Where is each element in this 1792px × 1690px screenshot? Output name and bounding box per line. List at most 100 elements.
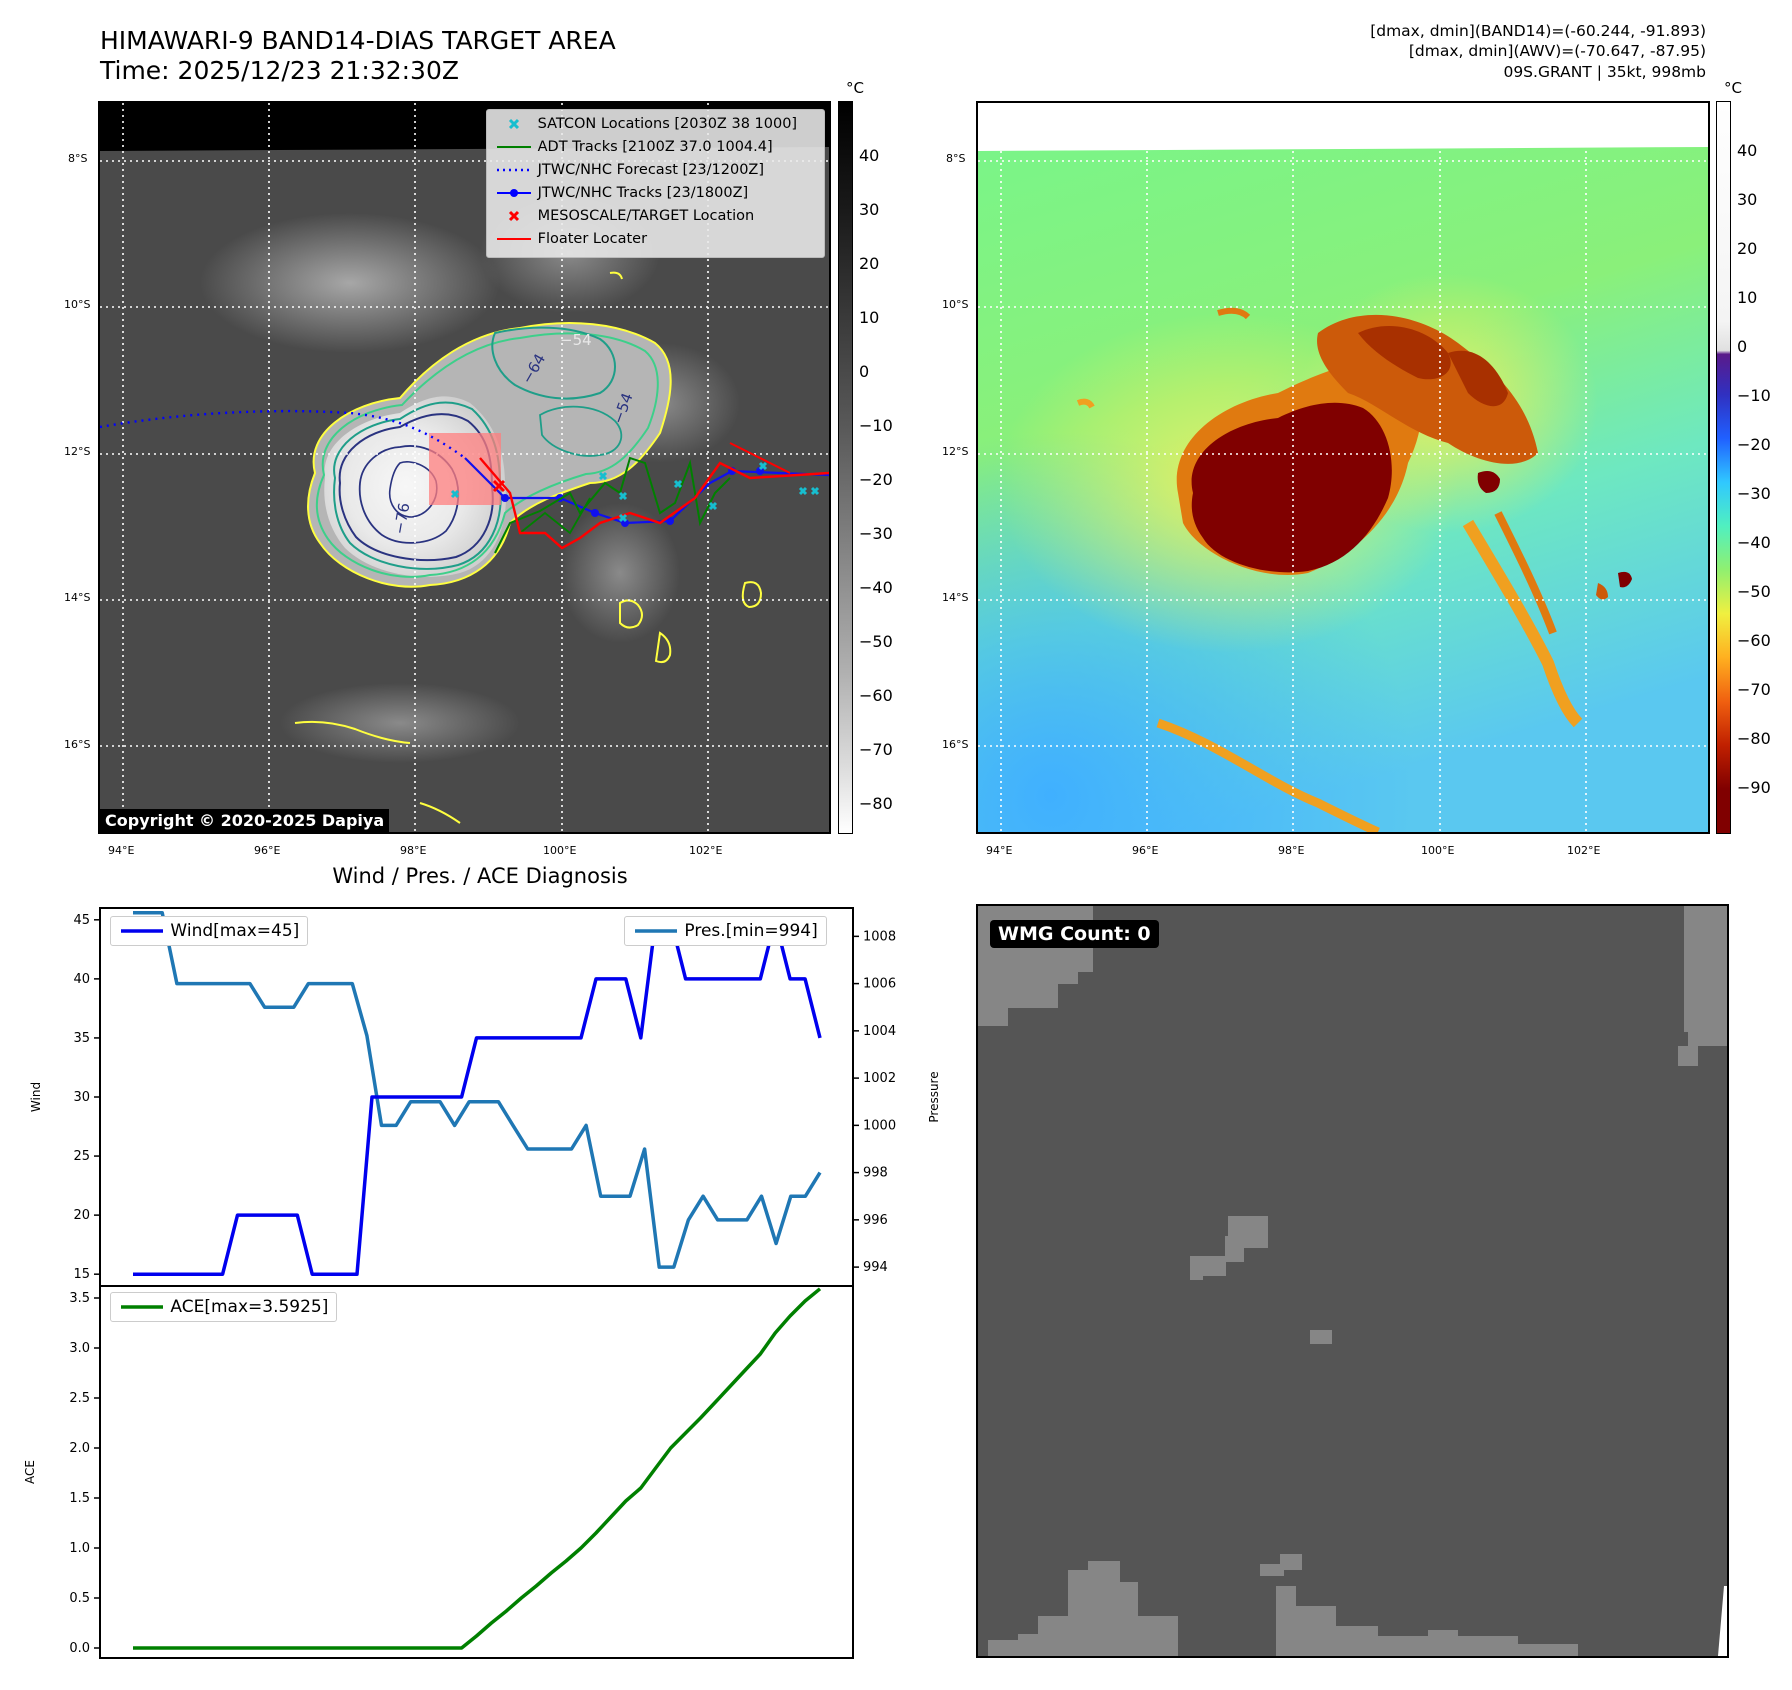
ace-tick-label: 2.5 bbox=[69, 1391, 90, 1406]
pressure-tick-label: 1002 bbox=[863, 1071, 896, 1086]
lon-tick: 94°E bbox=[986, 844, 1013, 857]
awv-colorbar-tick: −90 bbox=[1737, 778, 1771, 797]
legend-item-mesoscale: MESOSCALE/TARGET Location bbox=[495, 206, 754, 226]
band14-range: [dmax, dmin](BAND14)=(-60.244, -91.893) bbox=[1370, 22, 1706, 40]
awv-colorbar-tick: 10 bbox=[1737, 288, 1758, 307]
lon-tick: 102°E bbox=[1567, 844, 1601, 857]
wind-series-line bbox=[133, 918, 822, 1276]
ace-legend: ACE[max=3.5925] bbox=[110, 1292, 338, 1322]
ace-axes-frame bbox=[99, 1285, 854, 1659]
wind-tick-label: 35 bbox=[73, 1031, 90, 1046]
contour-label: −54 bbox=[560, 331, 592, 349]
awv-colorbar-tick: −30 bbox=[1737, 484, 1771, 503]
diagnosis-chart: 15 20 25 30 35 40 45 994 996 998 1000 1002 1004 1006 1… bbox=[23, 907, 941, 1659]
pressure-tick-label: 1004 bbox=[863, 1024, 896, 1039]
awv-colorbar-unit: °C bbox=[1724, 79, 1742, 97]
lat-tick: 10°S bbox=[64, 298, 91, 311]
lat-tick: 12°S bbox=[64, 445, 91, 458]
legend-item-adt: ADT Tracks [2100Z 37.0 1004.4] bbox=[495, 137, 773, 157]
ir-legend: SATCON Locations [2030Z 38 1000] ADT Tra… bbox=[486, 109, 825, 258]
wind-tick-label: 15 bbox=[73, 1267, 90, 1282]
figure-time: Time: 2025/12/23 21:32:30Z bbox=[100, 56, 459, 85]
awv-colorbar-tick: 0 bbox=[1737, 337, 1748, 356]
lat-tick: 10°S bbox=[942, 298, 969, 311]
awv-colorbar-tick: 20 bbox=[1737, 239, 1758, 258]
ace-tick-label: 1.0 bbox=[69, 1541, 90, 1556]
lon-tick: 100°E bbox=[1421, 844, 1455, 857]
pressure-legend: Pres.[min=994] bbox=[624, 916, 827, 946]
lon-tick: 98°E bbox=[400, 844, 427, 857]
copyright-label: Copyright © 2020-2025 Dapiya bbox=[100, 809, 390, 832]
lat-tick: 14°S bbox=[942, 591, 969, 604]
satcon-x-marker-icon bbox=[495, 114, 533, 134]
ir-satellite-panel: −54 −64 −54 −76 SATCON Locations [2030Z … bbox=[98, 101, 831, 834]
ace-tick-label: 0.5 bbox=[69, 1591, 90, 1606]
wind-tick-label: 45 bbox=[73, 913, 90, 928]
wind-legend: Wind[max=45] bbox=[110, 916, 309, 946]
lat-tick: 16°S bbox=[942, 738, 969, 751]
storm-info: 09S.GRANT | 35kt, 998mb bbox=[1503, 63, 1706, 81]
awv-satellite-panel bbox=[976, 101, 1710, 834]
figure-title: HIMAWARI-9 BAND14-DIAS TARGET AREA bbox=[100, 26, 616, 55]
awv-colorbar-tick: −80 bbox=[1737, 729, 1771, 748]
wmg-panel: WMG Count: 0 bbox=[976, 904, 1729, 1658]
ace-tick-label: 3.0 bbox=[69, 1341, 90, 1356]
awv-colorbar bbox=[1716, 101, 1731, 834]
adt-line-icon bbox=[495, 137, 533, 157]
ir-colorbar-tick: 40 bbox=[859, 146, 880, 165]
awv-colorbar-tick: 40 bbox=[1737, 141, 1758, 160]
ir-colorbar-tick: −50 bbox=[859, 632, 893, 651]
pressure-series-line bbox=[133, 910, 822, 1269]
wind-tick-label: 25 bbox=[73, 1149, 90, 1164]
awv-colorbar-tick: −60 bbox=[1737, 631, 1771, 650]
wind-axis-label: Wind bbox=[29, 1082, 43, 1112]
lon-tick: 96°E bbox=[254, 844, 281, 857]
wind-tick-label: 30 bbox=[73, 1090, 90, 1105]
ir-colorbar-unit: °C bbox=[846, 79, 864, 97]
lon-tick: 100°E bbox=[543, 844, 577, 857]
wind-tick-label: 40 bbox=[73, 972, 90, 987]
lat-tick: 8°S bbox=[68, 152, 88, 165]
ir-colorbar-tick: −70 bbox=[859, 740, 893, 759]
lon-tick: 94°E bbox=[108, 844, 135, 857]
red-x-marker-icon bbox=[495, 206, 533, 226]
contour-label: −76 bbox=[390, 501, 413, 535]
pressure-tick-label: 1006 bbox=[863, 977, 896, 992]
lon-tick: 96°E bbox=[1132, 844, 1159, 857]
diagnosis-title: Wind / Pres. / ACE Diagnosis bbox=[332, 864, 628, 888]
ir-colorbar-tick: −30 bbox=[859, 524, 893, 543]
pressure-tick-label: 1000 bbox=[863, 1118, 896, 1133]
pressure-tick-label: 998 bbox=[863, 1166, 888, 1181]
ir-colorbar-tick: −80 bbox=[859, 794, 893, 813]
awv-satellite-image bbox=[978, 103, 1708, 832]
ir-colorbar-tick: −60 bbox=[859, 686, 893, 705]
pressure-legend-line-icon bbox=[635, 929, 677, 933]
pressure-tick-label: 1008 bbox=[863, 929, 896, 944]
ir-colorbar bbox=[838, 101, 853, 834]
lon-tick: 102°E bbox=[689, 844, 723, 857]
lat-tick: 12°S bbox=[942, 445, 969, 458]
dotted-line-icon bbox=[495, 160, 533, 180]
ir-colorbar-tick: 0 bbox=[859, 362, 870, 381]
ace-tick-label: 2.0 bbox=[69, 1441, 90, 1456]
wind-tick-label: 20 bbox=[73, 1208, 90, 1223]
ace-axis-label: ACE bbox=[23, 1460, 37, 1484]
ir-colorbar-tick: 10 bbox=[859, 308, 880, 327]
lat-tick: 16°S bbox=[64, 738, 91, 751]
line-dot-icon bbox=[495, 183, 533, 203]
awv-colorbar-tick: −50 bbox=[1737, 582, 1771, 601]
pressure-tick-label: 994 bbox=[863, 1260, 888, 1275]
awv-colorbar-tick: −40 bbox=[1737, 533, 1771, 552]
awv-range: [dmax, dmin](AWV)=(-70.647, -87.95) bbox=[1408, 42, 1706, 60]
legend-item-satcon: SATCON Locations [2030Z 38 1000] bbox=[495, 114, 797, 134]
awv-colorbar-tick: −10 bbox=[1737, 386, 1771, 405]
ace-tick-label: 3.5 bbox=[69, 1291, 90, 1306]
legend-item-jtwc-forecast: JTWC/NHC Forecast [23/1200Z] bbox=[495, 160, 764, 180]
pressure-tick-label: 996 bbox=[863, 1213, 888, 1228]
awv-colorbar-tick: −20 bbox=[1737, 435, 1771, 454]
ace-tick-label: 0.0 bbox=[69, 1641, 90, 1656]
ir-colorbar-tick: 20 bbox=[859, 254, 880, 273]
pressure-axis-label: Pressure bbox=[927, 1071, 941, 1122]
wmg-image bbox=[978, 906, 1727, 1656]
ace-series-line bbox=[133, 1287, 822, 1650]
